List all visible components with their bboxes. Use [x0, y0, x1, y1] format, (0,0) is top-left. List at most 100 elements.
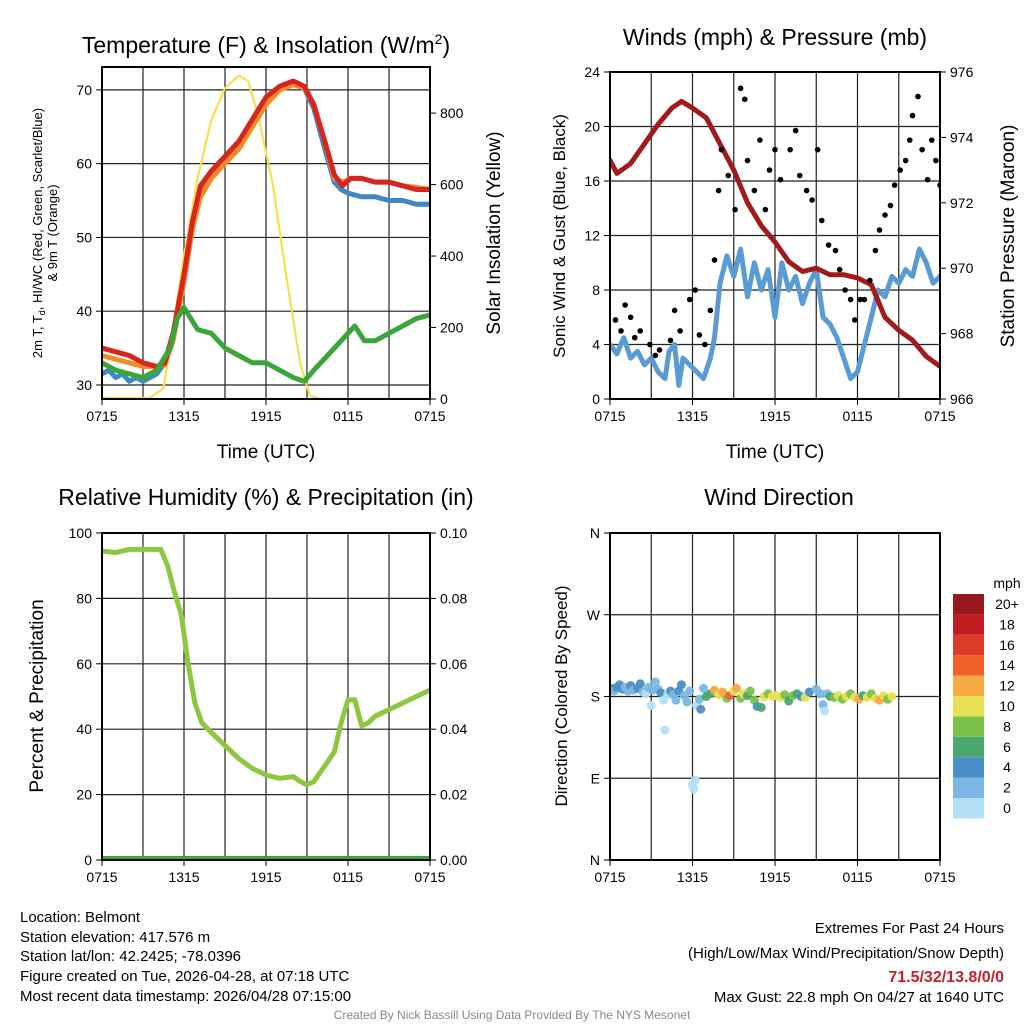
x-tick-label: 0715	[86, 408, 117, 424]
winds-y-axis-label: Sonic Wind & Gust (Blue, Black)	[550, 114, 569, 358]
wind-direction-point	[677, 680, 686, 690]
station-info: Location: Belmont Station elevation: 417…	[20, 909, 351, 1005]
wind-direction-point	[718, 687, 728, 697]
gust-point	[882, 212, 888, 218]
solar-insolation-axis-label: Solar Insolation (Yellow)	[484, 131, 505, 334]
y-tick-label: 4	[592, 337, 600, 353]
legend-label: 18	[999, 616, 1015, 632]
y-tick-label: 50	[76, 229, 92, 245]
gust-point	[766, 167, 773, 173]
gust-point	[836, 266, 843, 273]
gust-point	[851, 317, 858, 323]
x-tick-label: 0715	[594, 869, 625, 885]
wind-direction-point	[696, 704, 706, 714]
y-tick-label: 20	[584, 119, 600, 135]
station-location: Location: Belmont	[20, 909, 141, 926]
x-tick-label: 0715	[924, 869, 955, 885]
extremes-values: 71.5/32/13.8/0/0	[888, 969, 1004, 986]
y-tick-label: 20	[76, 787, 92, 803]
legend-label: 20+	[995, 596, 1019, 612]
legend-label: 10	[999, 698, 1015, 714]
y-tick-label: E	[591, 770, 600, 786]
x-tick-label: 1315	[677, 869, 708, 885]
x-tick-label: 1315	[168, 869, 199, 885]
gust-point	[647, 341, 653, 348]
gust-point	[872, 247, 879, 254]
gust-point	[887, 202, 894, 209]
wind-direction-point	[685, 686, 695, 696]
y-tick-label: 0	[592, 391, 600, 407]
x-tick-label: 0115	[842, 408, 872, 424]
wind-direction-point	[820, 706, 829, 716]
gust-point	[792, 127, 799, 134]
gust-point	[818, 217, 825, 224]
x-tick-label: 1315	[677, 408, 708, 424]
gust-point	[787, 146, 793, 153]
gust-point	[622, 302, 628, 308]
speed-color-legend: mph 0 2 4 6 8 10 12 14 16 18 20+	[953, 575, 1021, 819]
credit-line: Created By Nick Bassill Using Data Provi…	[334, 1008, 691, 1022]
most-recent-data: Most recent data timestamp: 2026/04/28 0…	[20, 988, 351, 1005]
y-tick-label: 100	[69, 525, 93, 541]
wind-direction-point	[745, 686, 755, 696]
y-tick-label: 0	[84, 852, 92, 868]
y2-tick-label: 970	[950, 260, 974, 276]
gust-point	[686, 296, 693, 303]
y-tick-label: 24	[584, 64, 600, 80]
x-tick-label: 1915	[250, 408, 281, 424]
plot-frame	[609, 71, 941, 400]
x-tick-label: 1315	[168, 408, 199, 424]
legend-swatch	[953, 757, 984, 778]
legend-title: mph	[993, 575, 1020, 591]
gust-point	[915, 93, 921, 100]
gust-point	[671, 307, 678, 314]
y2-tick-label: 974	[950, 129, 974, 145]
legend-swatch	[953, 594, 984, 615]
pressure-axis-label: Station Pressure (Maroon)	[998, 125, 1019, 348]
legend-label: 4	[1003, 759, 1011, 775]
gust-point	[757, 137, 763, 143]
y-tick-label: 60	[76, 656, 92, 672]
gust-point	[861, 296, 868, 303]
x-tick-label: 0115	[842, 869, 872, 885]
wind-direction-point	[671, 695, 681, 705]
wind-direction-point	[780, 690, 790, 700]
wind-direction-point	[689, 784, 699, 794]
humidity-y-axis-label: Percent & Precipitation	[27, 599, 48, 792]
gust-point	[928, 137, 935, 143]
gust-point	[847, 296, 854, 303]
gust-point	[741, 96, 748, 103]
y2-tick-label: 966	[950, 391, 974, 407]
gust-point	[796, 172, 803, 179]
x-tick-label: 1915	[759, 869, 790, 885]
wind-direction-point	[804, 687, 814, 697]
gust-point	[924, 176, 931, 183]
gust-point	[627, 314, 634, 321]
y2-tick-label: 0.10	[440, 525, 467, 541]
plot-frame	[101, 532, 431, 861]
gust-point	[618, 328, 624, 334]
relative-humidity-line	[102, 546, 430, 788]
plot-area	[610, 677, 897, 794]
x-tick-label: 1915	[250, 869, 281, 885]
legend-swatch	[953, 614, 984, 635]
y2-tick-label: 0.04	[440, 721, 467, 737]
gust-point	[825, 242, 832, 248]
x-tick-label: 0115	[333, 408, 363, 424]
gust-point	[702, 341, 708, 348]
gust-point	[842, 287, 848, 293]
y2-tick-label: 972	[950, 195, 974, 211]
legend-swatch	[953, 655, 984, 676]
legend-label: 8	[1003, 718, 1011, 734]
y-tick-label: 70	[76, 82, 92, 98]
y-tick-label: N	[590, 852, 600, 868]
gust-point	[652, 352, 659, 359]
gust-point	[803, 187, 810, 194]
legend-label: 12	[999, 678, 1015, 694]
y-tick-label: N	[590, 525, 600, 541]
temperature-y-axis-label: 2m T, Td, HI/WC (Red, Green, Scarlet/Blu…	[30, 108, 60, 358]
y2-tick-label: 400	[440, 248, 464, 264]
y-tick-label: 12	[584, 228, 600, 244]
gust-point	[707, 307, 714, 314]
